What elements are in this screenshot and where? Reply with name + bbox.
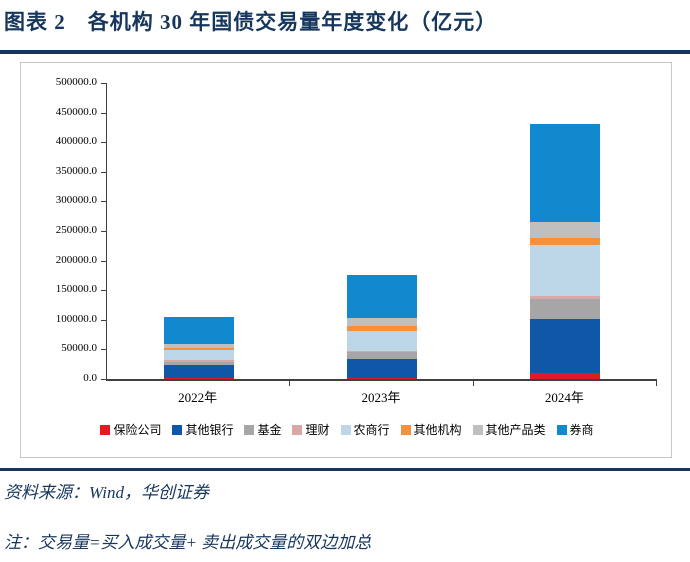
bar-segment-其他机构: [163, 347, 234, 351]
bar-segment-保险公司: [530, 373, 601, 379]
bar-segment-券商: [347, 274, 417, 319]
bar-segment-基金: [530, 298, 601, 319]
x-axis-tick: [472, 381, 474, 386]
bar-segment-其他产品类: [163, 344, 234, 348]
legend-item-理财: 理财: [292, 421, 330, 438]
footnote: 注：交易量=买入成交量+ 卖出成交量的双边加总: [4, 533, 372, 552]
x-axis-category-label: 2022年: [178, 390, 218, 405]
bar-segment-理财: [163, 360, 234, 363]
legend-item-其他银行: 其他银行: [172, 421, 233, 438]
stacked-bar-2024年: [530, 123, 601, 379]
bar-segment-其他机构: [530, 238, 601, 246]
bar-segment-券商: [163, 316, 234, 345]
y-axis-tick-label: 250000.0: [55, 224, 97, 236]
legend-swatch-icon: [400, 424, 411, 435]
y-axis-tick: [101, 319, 106, 321]
legend-swatch-icon: [292, 424, 303, 435]
y-axis-tick-label: 100000.0: [55, 312, 97, 325]
y-axis-tick-label: 50000.0: [61, 342, 97, 355]
y-axis-tick: [101, 379, 106, 380]
bar-segment-农商行: [530, 245, 601, 297]
legend-item-基金: 基金: [244, 421, 281, 438]
legend-label: 理财: [305, 423, 330, 437]
y-axis-tick: [101, 290, 106, 292]
chart-legend: 保险公司 其他银行 基金 理财 农商行 其他机构 其他产品类 券商: [21, 421, 673, 438]
bar-segment-其他银行: [530, 318, 601, 374]
bar-segment-基金: [347, 352, 417, 359]
source-note: 资料来源：Wind，华创证券: [4, 483, 209, 502]
legend-swatch-icon: [100, 424, 111, 435]
chart-card: 0.0 50000.0 100000.0 150000.0 200000.0 250000…: [20, 62, 672, 458]
y-axis-tick: [101, 112, 106, 114]
bar-segment-农商行: [347, 330, 417, 352]
title-underline: [0, 50, 690, 54]
x-axis-category-label: 2024年: [544, 390, 584, 405]
y-axis-tick-label: 400000.0: [55, 135, 97, 148]
section-divider: [0, 468, 690, 471]
bar-segment-保险公司: [347, 377, 417, 379]
legend-label: 保险公司: [113, 423, 162, 437]
bar-segment-其他产品类: [530, 221, 601, 239]
bar-segment-其他银行: [347, 358, 417, 378]
legend-label: 基金: [257, 423, 282, 437]
legend-swatch-icon: [472, 424, 483, 435]
y-axis-tick: [101, 260, 106, 262]
figure-title: 图表 2 各机构 30 年国债交易量年度变化（亿元）: [4, 10, 498, 34]
y-axis-tick-label: 150000.0: [55, 283, 97, 296]
bar-segment-保险公司: [163, 377, 234, 379]
legend-swatch-icon: [556, 424, 567, 435]
legend-item-农商行: 农商行: [340, 421, 390, 438]
legend-label: 其他产品类: [485, 423, 546, 437]
legend-label: 农商行: [353, 423, 390, 437]
x-axis-category-label: 2023年: [361, 390, 401, 405]
y-axis-tick: [101, 349, 106, 351]
y-axis-tick: [101, 201, 106, 203]
y-axis-tick: [101, 171, 106, 173]
legend-label: 券商: [569, 423, 594, 437]
x-axis-tick: [656, 381, 657, 386]
y-axis-tick: [101, 142, 106, 144]
bar-segment-券商: [530, 123, 601, 222]
y-axis-tick-label: 350000.0: [55, 164, 97, 177]
y-axis-tick-label: 200000.0: [55, 253, 97, 266]
legend-item-其他产品类: 其他产品类: [472, 421, 546, 438]
bar-segment-其他机构: [347, 325, 417, 331]
y-axis-tick-label: 300000.0: [55, 194, 97, 207]
bar-segment-基金: [163, 362, 234, 366]
y-axis-tick: [101, 83, 106, 84]
y-axis-tick: [101, 231, 106, 232]
bar-segment-其他银行: [163, 365, 234, 378]
bar-segment-理财: [530, 296, 601, 299]
legend-item-券商: 券商: [556, 421, 594, 438]
legend-item-其他机构: 其他机构: [400, 421, 462, 438]
legend-item-保险公司: 保险公司: [100, 421, 161, 438]
legend-label: 其他银行: [185, 423, 234, 437]
plot-area: [106, 83, 657, 381]
legend-swatch-icon: [244, 424, 255, 435]
legend-label: 其他机构: [413, 423, 462, 437]
bar-segment-理财: [347, 351, 417, 353]
x-axis-tick: [289, 381, 291, 386]
legend-swatch-icon: [172, 424, 183, 435]
bar-segment-其他产品类: [347, 318, 417, 326]
y-axis-tick-label: 450000.0: [55, 105, 97, 118]
bar-segment-农商行: [163, 350, 234, 361]
y-axis-tick-label: 0.0: [83, 372, 97, 384]
legend-swatch-icon: [340, 424, 351, 435]
stacked-bar-2023年: [347, 274, 417, 379]
y-axis-tick-label: 500000.0: [55, 76, 97, 88]
stacked-bar-2022年: [163, 316, 234, 379]
